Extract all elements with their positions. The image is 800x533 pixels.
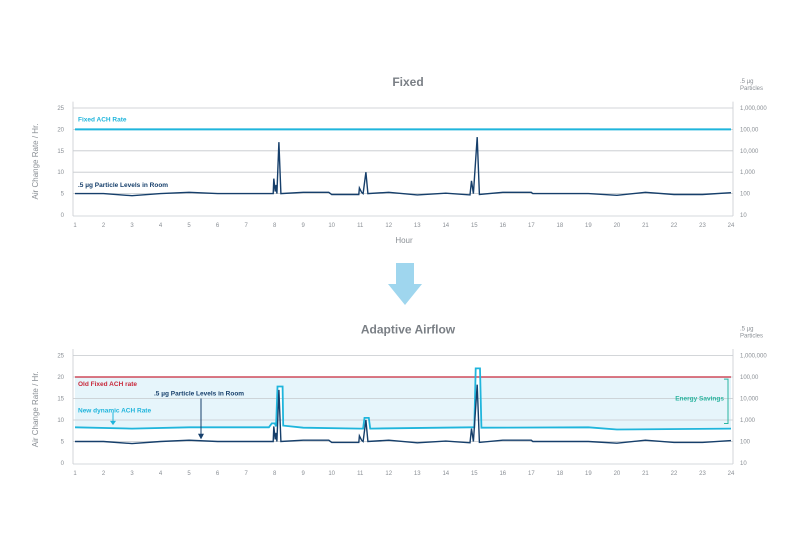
y2-tick-label: 10 — [740, 213, 747, 219]
y2-axis-title-line2: Particles — [740, 334, 763, 340]
x-tick-label: 1 — [73, 471, 77, 477]
x-tick-label: 23 — [699, 471, 706, 477]
series-particles — [75, 384, 732, 445]
y-tick-label: 15 — [57, 149, 64, 155]
x-tick-label: 3 — [130, 223, 134, 229]
y-tick-label: 20 — [57, 375, 64, 381]
x-tick-label: 2 — [102, 471, 106, 477]
x-tick-label: 23 — [699, 223, 706, 229]
x-tick-label: 3 — [130, 471, 134, 477]
old-fixed-ach-label: Old Fixed ACH rate — [78, 381, 137, 388]
y2-axis-title-line2: Particles — [740, 86, 763, 92]
y-tick-label: 10 — [57, 170, 64, 176]
x-tick-label: 20 — [614, 223, 621, 229]
y-tick-label: 10 — [57, 418, 64, 424]
y-tick-label: 15 — [57, 397, 64, 403]
dynamic-pointer-arrow-icon — [110, 420, 116, 426]
x-tick-label: 21 — [642, 223, 649, 229]
y2-tick-label: 1,000,000 — [740, 354, 767, 360]
y2-tick-label: 10,000 — [740, 397, 759, 403]
x-tick-label: 10 — [328, 471, 335, 477]
x-tick-label: 7 — [244, 471, 248, 477]
x-tick-label: 16 — [499, 223, 506, 229]
x-tick-label: 8 — [273, 223, 277, 229]
x-axis-title: Hour — [395, 236, 413, 245]
x-tick-label: 9 — [302, 223, 306, 229]
y2-tick-label: 100 — [740, 440, 751, 446]
energy-savings-label: Energy Savings — [675, 396, 724, 403]
x-tick-label: 20 — [614, 471, 621, 477]
x-tick-label: 22 — [671, 471, 678, 477]
x-tick-label: 12 — [385, 471, 392, 477]
energy-savings-bracket — [724, 378, 729, 424]
y-tick-label: 5 — [61, 192, 65, 198]
y2-tick-label: 1,000 — [740, 418, 756, 424]
x-tick-label: 4 — [159, 471, 163, 477]
x-tick-label: 21 — [642, 471, 649, 477]
particles-label: .5 µg Particle Levels in Room — [78, 182, 168, 189]
x-tick-label: 19 — [585, 223, 592, 229]
x-tick-label: 5 — [187, 471, 191, 477]
x-tick-label: 1 — [73, 223, 77, 229]
y2-axis-title: .5 µg — [740, 327, 753, 333]
series-particles — [75, 137, 732, 197]
x-tick-label: 18 — [557, 223, 564, 229]
x-tick-label: 13 — [414, 471, 421, 477]
x-tick-label: 12 — [385, 223, 392, 229]
y2-tick-label: 100,00 — [740, 127, 759, 133]
x-tick-label: 17 — [528, 223, 535, 229]
chart-title: Adaptive Airflow — [361, 323, 456, 337]
x-tick-label: 24 — [728, 223, 735, 229]
y2-tick-label: 100 — [740, 192, 751, 198]
x-tick-label: 15 — [471, 471, 478, 477]
x-tick-label: 13 — [414, 223, 421, 229]
x-tick-label: 17 — [528, 471, 535, 477]
x-tick-label: 11 — [357, 223, 364, 229]
y-tick-label: 5 — [61, 440, 65, 446]
y2-tick-label: 10 — [740, 461, 747, 467]
y2-tick-label: 1,000 — [740, 170, 756, 176]
y-tick-label: 25 — [57, 106, 64, 112]
y2-tick-label: 100,00 — [740, 375, 759, 381]
fixed-ach-label: Fixed ACH Rate — [78, 116, 127, 123]
particles-pointer-arrow-icon — [198, 433, 204, 440]
x-tick-label: 8 — [273, 471, 277, 477]
series-dynamic-ach — [74, 367, 732, 431]
y-tick-label: 25 — [57, 354, 64, 360]
x-tick-label: 7 — [244, 223, 248, 229]
x-tick-label: 24 — [728, 471, 735, 477]
x-tick-label: 15 — [471, 223, 478, 229]
y-axis-title: Air Change Rate / Hr. — [31, 371, 40, 447]
dynamic-ach-label: New dynamic ACH Rate — [78, 407, 151, 414]
x-tick-label: 18 — [557, 471, 564, 477]
chart-title: Fixed — [392, 75, 423, 89]
x-tick-label: 14 — [442, 471, 449, 477]
x-tick-label: 9 — [302, 471, 306, 477]
y2-tick-label: 10,000 — [740, 149, 759, 155]
y2-axis-title: .5 µg — [740, 79, 753, 85]
x-tick-label: 22 — [671, 223, 678, 229]
x-tick-label: 5 — [187, 223, 191, 229]
x-tick-label: 2 — [102, 223, 106, 229]
down-arrow-icon — [388, 263, 422, 305]
x-tick-label: 11 — [357, 471, 364, 477]
x-tick-label: 19 — [585, 471, 592, 477]
x-tick-label: 4 — [159, 223, 163, 229]
y-tick-label: 0 — [61, 461, 65, 467]
y-axis-title: Air Change Rate / Hr. — [31, 123, 40, 199]
y-tick-label: 0 — [61, 213, 65, 219]
x-tick-label: 10 — [328, 223, 335, 229]
x-tick-label: 14 — [442, 223, 449, 229]
y2-tick-label: 1,000,000 — [740, 106, 767, 112]
x-tick-label: 6 — [216, 223, 220, 229]
x-tick-label: 6 — [216, 471, 220, 477]
y-tick-label: 20 — [57, 127, 64, 133]
particles-label: .5 µg Particle Levels in Room — [154, 390, 244, 397]
energy-savings-area — [75, 377, 731, 430]
x-tick-label: 16 — [499, 471, 506, 477]
